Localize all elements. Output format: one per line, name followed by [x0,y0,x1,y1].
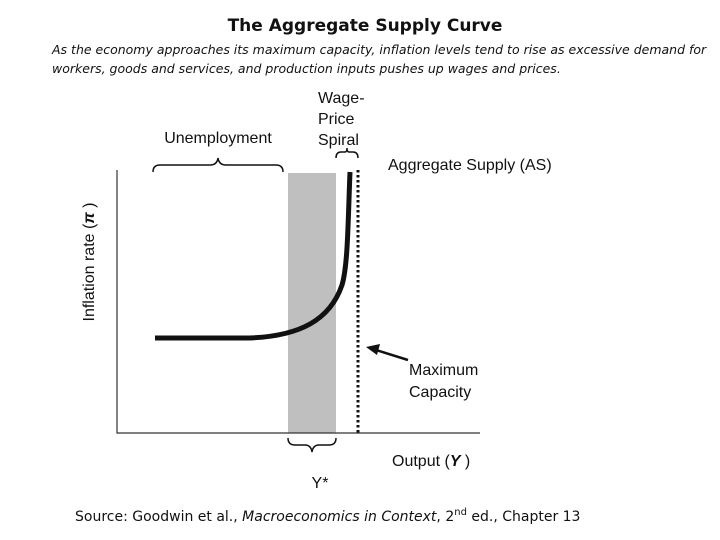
capacity-label: Capacity [409,384,471,401]
source: Source: Goodwin et al., Macroeconomics i… [75,507,580,525]
subtitle-line: workers, goods and services, and product… [52,61,561,76]
source-sup: nd [454,507,467,518]
shaded-region [288,173,336,433]
wage-price-label: Spiral [318,132,359,149]
y-axis-close: ) [81,203,98,213]
arrow [375,348,409,362]
y-axis-label: Inflation rate (π ) [81,203,98,322]
y-axis-symbol: π [81,212,98,224]
source-text: ed., Chapter 13 [467,509,581,525]
x-axis-label: Output (Y ) [392,453,470,470]
x-axis-text: Output ( [392,453,450,470]
wage-price-label: Wage- [318,90,365,107]
subtitle-line: As the economy approaches its maximum ca… [51,42,707,57]
source-text: Source: Goodwin et al., [75,509,242,525]
source-book: Macroeconomics in Context [242,509,437,525]
as-curve [155,171,353,341]
curve-label: Aggregate Supply (AS) [388,157,552,174]
x-axis-symbol: Y [450,453,462,470]
arrow-head [366,344,380,355]
brace [287,437,337,453]
x-axis-close: ) [460,453,470,470]
unemployment-label: Unemployment [164,130,272,147]
axes [116,170,480,434]
brace [335,147,359,159]
capacity-label: Maximum [409,362,478,379]
wage-price-label: Price [318,111,355,128]
source-text: , 2 [436,509,454,525]
y-axis-text: Inflation rate ( [81,223,98,322]
title: The Aggregate Supply Curve [228,16,503,36]
brace [152,157,284,173]
y-star-label: Y* [312,475,329,492]
